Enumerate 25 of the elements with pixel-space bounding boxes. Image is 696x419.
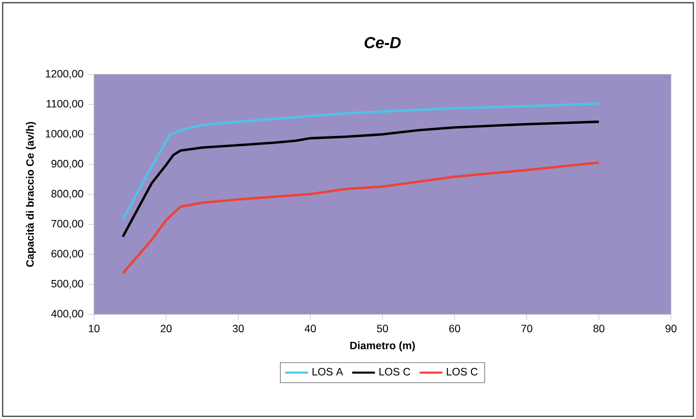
y-tick-label: 900,00	[51, 160, 84, 169]
y-tick-label: 800,00	[51, 190, 84, 199]
x-tick-label: 10	[88, 324, 100, 332]
x-tick-label: 60	[449, 324, 460, 332]
legend-label: LOS C	[379, 368, 410, 376]
y-tick-label: 1000,00	[46, 130, 84, 139]
x-tick-label: 70	[521, 324, 532, 332]
x-tick-label: 20	[160, 324, 172, 332]
chart-title: Ce-D	[364, 36, 401, 48]
y-tick-label: 1100,00	[46, 100, 84, 109]
x-tick-label: 30	[232, 324, 244, 332]
y-tick-label: 400,00	[51, 310, 84, 319]
x-tick-label: 40	[304, 324, 316, 332]
line-series	[122, 102, 600, 222]
y-tick-label: 700,00	[52, 220, 84, 229]
legend-label: LOS A	[312, 368, 344, 376]
x-tick-label: 50	[376, 324, 388, 332]
y-axis-title: Capacità di braccio Ce (av/h)	[26, 122, 36, 267]
x-tick-label: 90	[666, 324, 677, 332]
x-tick-label: 80	[593, 324, 604, 332]
x-axis-title: Diametro (m)	[350, 341, 415, 352]
y-tick-label: 500,00	[51, 280, 84, 289]
legend-label: LOS C	[446, 368, 478, 376]
y-tick-label: 600,00	[52, 250, 84, 259]
y-tick-label: 1200,00	[46, 70, 84, 79]
